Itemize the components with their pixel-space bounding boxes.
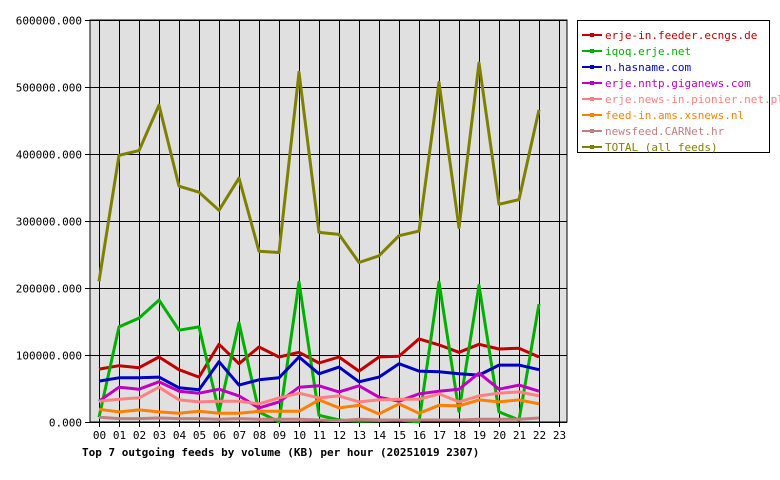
series-line xyxy=(97,280,541,424)
legend-label: n.hasname.com xyxy=(605,60,692,74)
x-tick-label: 06 xyxy=(213,429,226,442)
x-tick-label: 18 xyxy=(453,429,466,442)
x-tick-label: 05 xyxy=(193,429,206,442)
x-tick-label: 10 xyxy=(293,429,306,442)
x-tick-label: 13 xyxy=(353,429,366,442)
x-tick-label: 03 xyxy=(153,429,166,442)
legend-line-icon xyxy=(582,129,602,133)
legend-line-icon xyxy=(582,113,602,117)
legend-line-icon xyxy=(582,81,602,85)
x-tick-label: 14 xyxy=(373,429,387,442)
series-line xyxy=(97,61,541,282)
x-tick-label: 16 xyxy=(413,429,426,442)
series-line xyxy=(98,398,540,416)
y-tick-label: 300000.000 xyxy=(16,216,82,229)
legend-label: erje.news-in.pionier.net.pl xyxy=(605,92,780,106)
legend-label: feed-in.ams.xsnews.nl xyxy=(605,108,745,122)
series-line xyxy=(98,385,540,406)
y-tick-label: 200000.000 xyxy=(16,283,82,296)
legend-item: iqoq.erje.net xyxy=(582,43,691,59)
x-tick-label: 19 xyxy=(473,429,486,442)
x-tick-label: 21 xyxy=(513,429,526,442)
x-axis: 00 01 02 03 04 05 06 07 08 09 10 11 12 13 14 15 16 17 18 19… xyxy=(93,429,566,442)
legend-item: erje-in.feeder.ecngs.de xyxy=(582,27,757,43)
x-tick-label: 15 xyxy=(393,429,406,442)
legend-item: n.hasname.com xyxy=(582,59,691,75)
series-line xyxy=(98,337,540,379)
legend-line-icon xyxy=(582,65,602,69)
x-tick-label: 22 xyxy=(533,429,546,442)
legend-label: TOTAL (all feeds) xyxy=(605,140,718,154)
legend: erje-in.feeder.ecngs.de iqoq.erje.net n.ha… xyxy=(577,20,780,155)
x-tick-label: 01 xyxy=(113,429,126,442)
legend-line-icon xyxy=(582,49,602,53)
series-line xyxy=(98,371,540,410)
legend-item: TOTAL (all feeds) xyxy=(582,139,718,155)
legend-line-icon xyxy=(582,97,602,101)
legend-label: erje.nntp.giganews.com xyxy=(605,76,751,90)
legend-label: newsfeed.CARNet.hr xyxy=(605,124,725,138)
series-lines xyxy=(97,61,541,424)
grid-lines xyxy=(85,20,567,427)
y-axis: 0.000 100000.000 200000.000 300000.000 40000… xyxy=(16,15,82,430)
legend-label: erje-in.feeder.ecngs.de xyxy=(605,28,758,42)
x-tick-label: 02 xyxy=(133,429,146,442)
x-tick-label: 17 xyxy=(433,429,446,442)
x-tick-label: 09 xyxy=(273,429,286,442)
x-tick-label: 23 xyxy=(553,429,566,442)
legend-item: erje.news-in.pionier.net.pl xyxy=(582,91,780,107)
x-tick-label: 00 xyxy=(93,429,106,442)
series-line xyxy=(98,355,540,392)
chart-title: Top 7 outgoing feeds by volume (KB) per … xyxy=(82,446,479,459)
x-tick-label: 07 xyxy=(233,429,246,442)
y-tick-label: 500000.000 xyxy=(16,82,82,95)
x-tick-label: 11 xyxy=(313,429,326,442)
y-tick-label: 0.000 xyxy=(49,417,82,430)
y-tick-label: 400000.000 xyxy=(16,149,82,162)
y-tick-label: 600000.000 xyxy=(16,15,82,28)
legend-label: iqoq.erje.net xyxy=(605,44,692,58)
x-tick-label: 12 xyxy=(333,429,346,442)
x-tick-label: 04 xyxy=(173,429,187,442)
legend-line-icon xyxy=(582,33,602,37)
x-tick-label: 08 xyxy=(253,429,266,442)
legend-item: feed-in.ams.xsnews.nl xyxy=(582,107,744,123)
x-tick-label: 20 xyxy=(493,429,506,442)
legend-line-icon xyxy=(582,145,602,149)
series-line xyxy=(98,415,540,423)
legend-item: newsfeed.CARNet.hr xyxy=(582,123,724,139)
legend-item: erje.nntp.giganews.com xyxy=(582,75,751,91)
y-tick-label: 100000.000 xyxy=(16,350,82,363)
